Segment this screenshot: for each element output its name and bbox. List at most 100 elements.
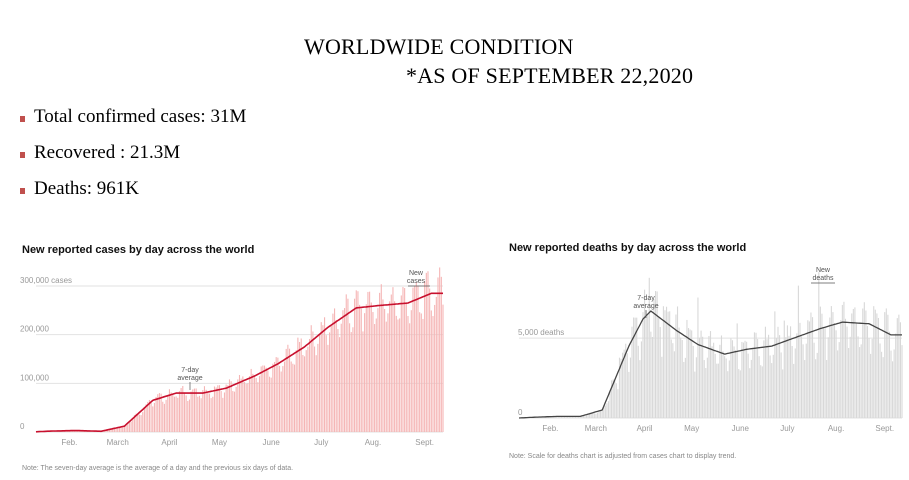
daily-bar xyxy=(752,347,754,418)
daily-bar xyxy=(192,389,194,432)
daily-bar xyxy=(870,353,872,418)
daily-bar xyxy=(215,387,217,432)
x-tick-label: April xyxy=(637,424,653,433)
x-tick-label: Feb. xyxy=(61,438,77,447)
daily-bar xyxy=(757,339,759,418)
bullet-square-icon xyxy=(20,188,25,194)
daily-bar xyxy=(893,349,895,418)
daily-bar xyxy=(364,313,366,432)
daily-bar xyxy=(110,428,112,432)
x-tick-label: April xyxy=(161,438,177,447)
daily-bar xyxy=(665,306,668,418)
bars-annotation-label: New xyxy=(409,270,424,277)
daily-bar xyxy=(385,321,387,432)
daily-bar xyxy=(148,399,150,432)
daily-bar xyxy=(400,295,402,432)
daily-bar xyxy=(392,287,394,432)
daily-bar xyxy=(672,343,674,418)
daily-bar xyxy=(662,306,664,418)
daily-bar xyxy=(807,320,809,418)
daily-bar xyxy=(407,315,409,432)
x-tick-label: Sept. xyxy=(875,424,894,433)
daily-bar xyxy=(382,299,384,432)
daily-bar xyxy=(380,284,382,432)
daily-bar xyxy=(642,312,644,418)
daily-bar xyxy=(796,333,798,418)
daily-bar xyxy=(673,351,675,418)
daily-bar xyxy=(552,416,555,418)
daily-bar xyxy=(797,285,799,418)
daily-bar xyxy=(793,363,795,418)
daily-bar xyxy=(300,338,302,432)
daily-bar xyxy=(655,291,657,418)
daily-bar xyxy=(622,352,624,418)
daily-bar xyxy=(788,335,790,418)
deaths-chart-note: Note: Scale for deaths chart is adjusted… xyxy=(509,453,737,460)
daily-bar xyxy=(238,374,241,432)
daily-bar xyxy=(248,376,251,432)
daily-bar xyxy=(713,342,715,418)
daily-bar xyxy=(589,412,591,418)
daily-bar xyxy=(250,368,252,432)
daily-bar xyxy=(262,365,264,432)
daily-bar xyxy=(200,398,202,432)
daily-bar xyxy=(852,308,854,418)
daily-bar xyxy=(587,414,589,418)
daily-bar xyxy=(772,354,774,418)
daily-bar xyxy=(419,312,421,432)
daily-bar xyxy=(650,331,652,418)
daily-bar xyxy=(375,318,377,432)
daily-bar xyxy=(402,286,404,432)
daily-bar xyxy=(70,430,72,432)
daily-bar xyxy=(155,396,157,432)
daily-bar xyxy=(697,297,699,418)
daily-bar xyxy=(427,271,429,432)
daily-bar xyxy=(738,369,740,418)
daily-bar xyxy=(892,361,894,418)
average-annotation-label: 7-day xyxy=(637,295,655,302)
daily-bar xyxy=(879,343,881,418)
daily-bar xyxy=(138,414,140,432)
daily-bar xyxy=(304,356,306,432)
daily-bar xyxy=(689,329,691,418)
daily-bar xyxy=(639,360,641,418)
daily-bar xyxy=(270,377,272,432)
daily-bar xyxy=(185,395,187,432)
daily-bar xyxy=(327,344,329,432)
y-tick-label: 5,000 deaths xyxy=(518,328,564,337)
daily-bar xyxy=(810,312,812,418)
daily-bar xyxy=(145,404,147,432)
daily-bar xyxy=(258,376,261,432)
daily-bar xyxy=(692,345,694,418)
daily-bar xyxy=(127,424,129,432)
daily-bar xyxy=(397,319,399,432)
daily-bar xyxy=(818,272,820,418)
daily-bar xyxy=(636,317,638,418)
daily-bar xyxy=(882,357,884,418)
daily-bar xyxy=(633,317,635,418)
daily-bar xyxy=(656,291,658,418)
daily-bar xyxy=(253,375,256,432)
daily-bar xyxy=(876,313,878,418)
y-tick-label: 100,000 xyxy=(20,373,49,382)
daily-bar xyxy=(292,363,294,432)
daily-bar xyxy=(207,392,209,432)
daily-bar xyxy=(749,368,751,418)
daily-bar xyxy=(247,383,249,432)
daily-bar xyxy=(750,359,752,418)
daily-bar xyxy=(232,391,234,432)
daily-bar xyxy=(821,313,823,418)
daily-bar xyxy=(881,351,883,418)
daily-bar xyxy=(742,342,745,418)
daily-bar xyxy=(122,426,124,432)
daily-bar xyxy=(700,330,702,418)
daily-bar xyxy=(683,361,685,418)
average-annotation-label: average xyxy=(633,303,658,310)
bars-annotation-label: deaths xyxy=(812,275,834,282)
daily-bar xyxy=(838,342,840,418)
daily-bar xyxy=(227,385,229,432)
daily-bar xyxy=(804,360,806,418)
daily-bar xyxy=(702,336,704,418)
daily-bar xyxy=(314,346,316,432)
bars-annotation-label: cases xyxy=(407,278,426,285)
